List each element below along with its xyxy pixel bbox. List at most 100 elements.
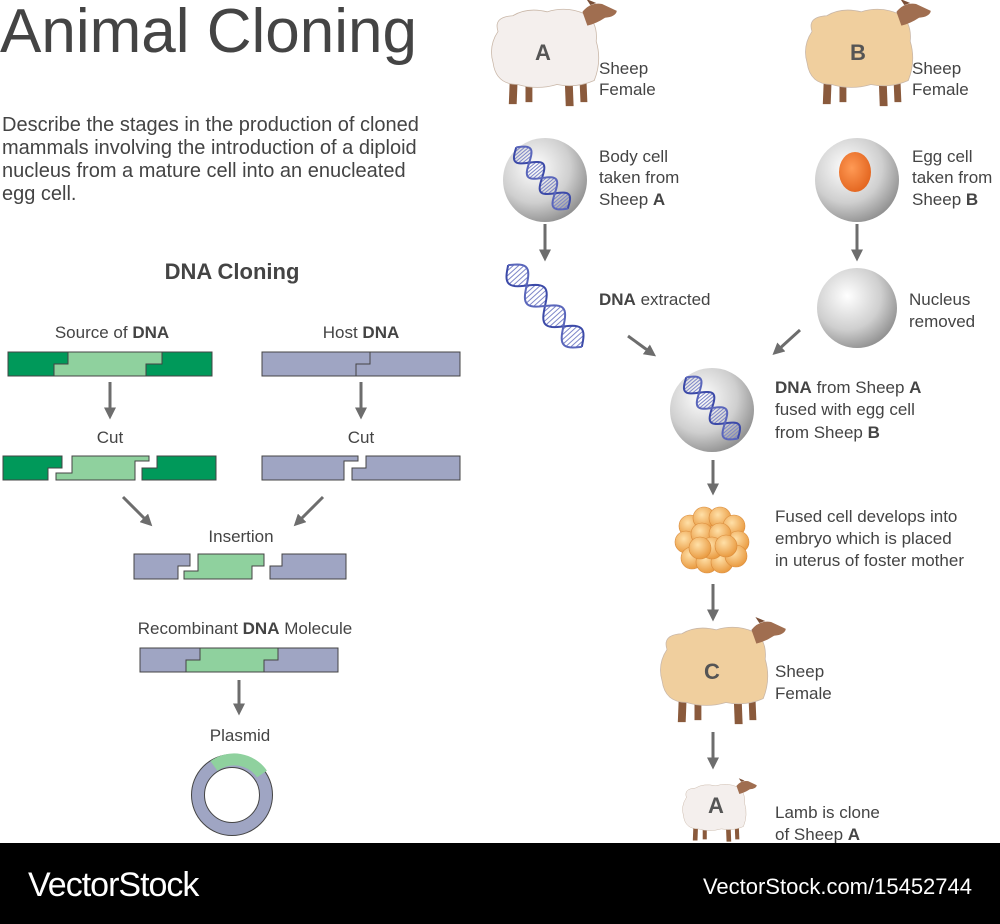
body-cell <box>503 138 587 222</box>
footer-bar <box>0 843 1000 924</box>
helix-rung <box>512 271 529 287</box>
helix-rung <box>722 423 739 438</box>
helix-rung <box>699 395 715 409</box>
fused-label: from Sheep B <box>775 423 880 442</box>
helix-rung <box>710 409 727 423</box>
helix-rung <box>717 416 728 425</box>
recombinant-label: Recombinant DNA Molecule <box>138 619 353 638</box>
arrow-diagonal-icon <box>121 495 153 527</box>
sheep-b-label: Sheep <box>912 59 961 78</box>
helix-strand <box>508 263 582 349</box>
sheep-b-letter: B <box>850 40 866 65</box>
nucleus-removed-label: Nucleus <box>909 290 970 309</box>
helix-rung <box>527 163 544 177</box>
dna-extracted-label: DNA extracted <box>599 290 711 309</box>
cut-label: Cut <box>97 428 124 447</box>
helix-rung <box>696 391 707 400</box>
helix-rung <box>561 325 578 341</box>
body-cell-label: Body cell <box>599 147 668 166</box>
helix-rung <box>558 199 571 210</box>
helix-rung <box>543 182 558 195</box>
cut-label: Cut <box>348 428 375 447</box>
helix-rung <box>524 284 536 295</box>
sheep-c-label: Female <box>775 684 832 703</box>
lamb-label: Lamb is clone <box>775 803 880 822</box>
sheep-c-illustration <box>659 616 787 725</box>
helix-rung <box>517 151 532 164</box>
helix-rung <box>554 196 571 210</box>
recombinant-strand <box>139 647 339 673</box>
helix-rung <box>545 308 565 326</box>
host-dna-strand <box>261 351 461 377</box>
source-dna-label: Source of DNA <box>55 323 169 342</box>
helix-rung <box>525 286 545 304</box>
lamb-letter: A <box>708 793 724 818</box>
sheep-b-label: Female <box>912 80 969 99</box>
helix-rung <box>524 285 541 300</box>
helix-rung <box>542 305 557 318</box>
helix-rung <box>533 294 548 307</box>
helix-rung <box>549 312 566 327</box>
helix-rung <box>565 330 584 347</box>
body-cell-label: taken from <box>599 168 679 187</box>
helix-rung <box>529 165 545 179</box>
description-line: nucleus from a mature cell into an enucl… <box>2 160 406 182</box>
helix-rung <box>552 193 569 208</box>
helix-rung <box>709 407 725 421</box>
fused-label: fused with egg cell <box>775 400 915 419</box>
sheep-a-label: Female <box>599 80 656 99</box>
helix-rung <box>543 306 562 323</box>
helix-rung <box>526 161 537 170</box>
dna-helix-icon <box>682 375 742 441</box>
plasmid-ring <box>191 753 273 836</box>
helix-rung <box>683 376 700 390</box>
helix-rung <box>561 325 573 336</box>
footer-brand-logo: VectorStock <box>28 866 200 904</box>
dna-helix-icon <box>512 145 572 211</box>
helix-rung <box>539 176 552 188</box>
embryo-cell <box>714 534 738 558</box>
dna-cloning-heading: DNA Cloning <box>165 259 300 284</box>
description-line: egg cell. <box>2 183 77 205</box>
helix-rung <box>506 264 521 277</box>
helix-rung <box>709 406 722 418</box>
sheep-c-label: Sheep <box>775 662 824 681</box>
description-line: mammals involving the introduction of a … <box>2 137 417 159</box>
helix-rung <box>528 289 547 306</box>
arrow-diagonal-icon <box>772 328 802 356</box>
arrow-diagonal-icon <box>627 334 657 357</box>
embryo-label: Fused cell develops into <box>775 507 957 526</box>
plasmid-label: Plasmid <box>210 726 270 745</box>
helix-strand <box>686 375 738 441</box>
helix-rung <box>696 391 711 404</box>
helix-rung <box>713 412 728 425</box>
helix-rung <box>521 155 532 164</box>
host-dna-label: Host DNA <box>323 323 400 342</box>
body-cell-label: Sheep A <box>599 190 665 209</box>
host-dna-cut <box>261 455 461 481</box>
helix-rung <box>722 422 733 431</box>
helix-rung <box>539 177 555 191</box>
helix-rung <box>532 168 545 180</box>
helix-rung <box>683 376 696 387</box>
embryo-label: embryo which is placed <box>775 529 952 548</box>
helix-rung <box>552 192 567 205</box>
helix-rung <box>552 192 563 201</box>
helix-rung <box>562 327 582 345</box>
helix-rung <box>513 146 530 160</box>
helix-rung <box>506 265 525 282</box>
lamb-label: of Sheep A <box>775 825 860 844</box>
embryo-cluster <box>674 506 750 574</box>
fused-label: DNA from Sheep A <box>775 378 921 397</box>
helix-rung <box>515 148 532 163</box>
helix-rung <box>722 422 737 435</box>
page-title: Animal Cloning <box>0 0 417 66</box>
helix-rung <box>547 186 558 195</box>
helix-strand <box>516 145 568 211</box>
helix-rung <box>517 276 529 287</box>
helix-rung <box>540 179 557 193</box>
egg-cell-label: taken from <box>912 168 992 187</box>
helix-rung <box>687 381 702 394</box>
